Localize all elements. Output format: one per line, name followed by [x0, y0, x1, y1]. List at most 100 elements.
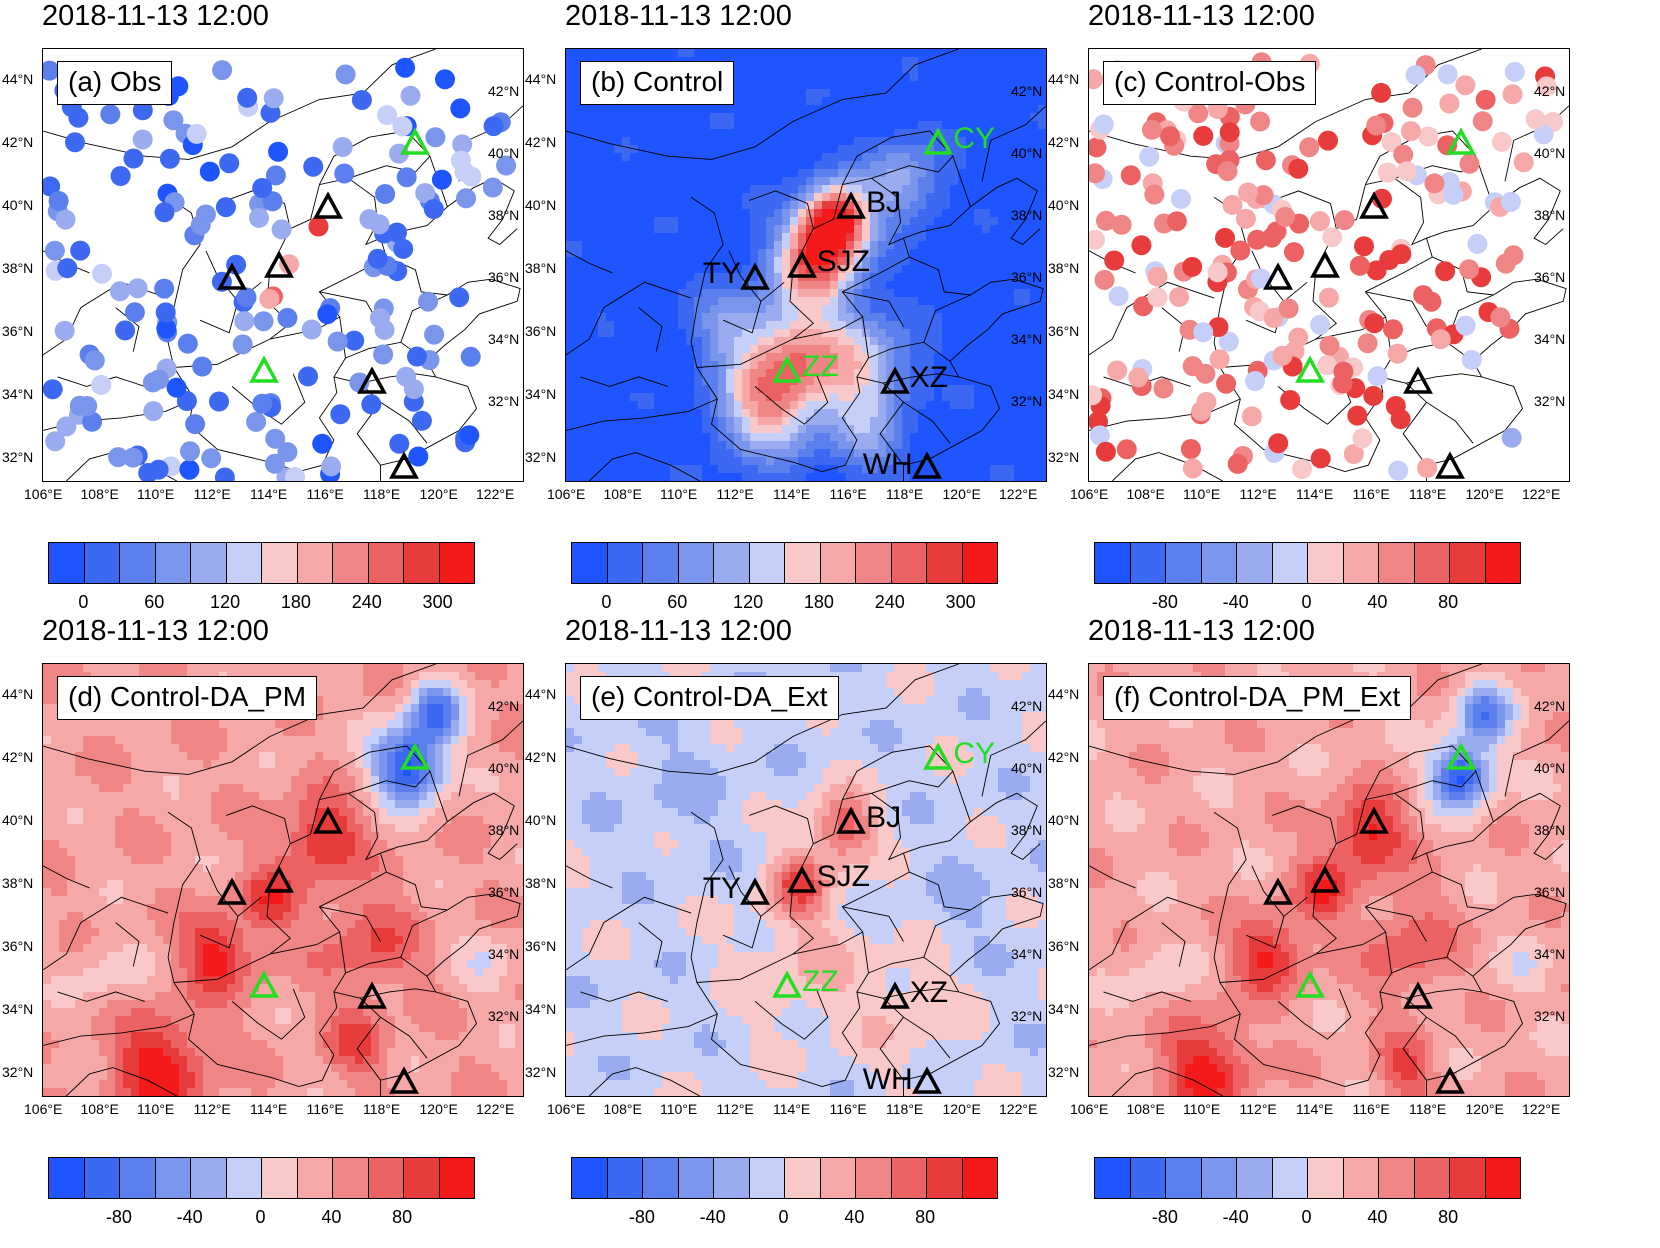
field-cell — [1022, 289, 1031, 298]
field-cell — [966, 369, 975, 378]
field-cell — [854, 281, 863, 290]
field-cell — [574, 201, 583, 210]
field-cell — [614, 225, 623, 234]
field-cell — [75, 736, 84, 745]
observation-point — [344, 330, 365, 351]
field-cell — [574, 249, 583, 258]
field-cell — [622, 49, 631, 58]
field-cell — [51, 728, 60, 737]
lon-tick-label: 120°E — [419, 486, 458, 502]
field-cell — [814, 121, 823, 130]
field-cell — [347, 760, 356, 769]
field-cell — [798, 153, 807, 162]
lat-tick-label: 42°N — [2, 133, 34, 150]
field-cell — [574, 441, 583, 450]
field-cell — [606, 49, 615, 58]
field-cell — [798, 233, 807, 242]
lon-tick-label: 106°E — [24, 486, 63, 502]
colorbar-swatch — [191, 543, 227, 583]
field-cell — [1030, 129, 1039, 138]
field-cell — [355, 712, 364, 721]
field-cell — [670, 169, 679, 178]
field-cell — [822, 337, 831, 346]
observation-point — [496, 155, 517, 176]
field-cell — [646, 393, 655, 402]
field-cell — [766, 433, 775, 442]
field-cell — [331, 664, 340, 673]
field-cell — [347, 712, 356, 721]
field-cell — [926, 385, 935, 394]
field-cell — [718, 201, 727, 210]
field-cell — [870, 457, 879, 466]
field-cell — [590, 177, 599, 186]
field-cell — [83, 720, 92, 729]
field-cell — [491, 776, 500, 785]
observation-point — [375, 184, 396, 204]
field-cell — [902, 81, 911, 90]
field-cell — [854, 65, 863, 74]
field-cell — [251, 744, 260, 753]
field-cell — [742, 105, 751, 114]
boundary-line — [696, 367, 861, 472]
field-cell — [614, 313, 623, 322]
field-cell — [718, 49, 727, 58]
field-cell — [347, 744, 356, 753]
field-cell — [662, 121, 671, 130]
field-cell — [139, 760, 148, 769]
field-cell — [774, 361, 783, 370]
observation-point — [456, 188, 476, 209]
field-cell — [990, 137, 999, 146]
field-cell — [982, 57, 991, 66]
field-cell — [195, 800, 204, 809]
field-cell — [982, 265, 991, 274]
field-cell — [894, 257, 903, 266]
field-cell — [1006, 473, 1015, 481]
field-cell — [582, 121, 591, 130]
field-cell — [854, 353, 863, 362]
field-cell — [646, 457, 655, 466]
field-cell — [774, 329, 783, 338]
field-cell — [782, 233, 791, 242]
field-cell — [163, 792, 172, 801]
field-cell — [203, 792, 212, 801]
field-cell — [566, 353, 575, 362]
field-cell — [598, 153, 607, 162]
field-cell — [910, 337, 919, 346]
observation-point — [1309, 211, 1330, 232]
field-cell — [902, 225, 911, 234]
field-cell — [830, 225, 839, 234]
field-cell — [638, 385, 647, 394]
colorbar-swatch — [785, 543, 821, 583]
field-cell — [638, 281, 647, 290]
field-cell — [894, 345, 903, 354]
field-cell — [435, 768, 444, 777]
observation-point — [400, 85, 421, 106]
field-cell — [750, 377, 759, 386]
field-cell — [75, 744, 84, 753]
field-cell — [846, 57, 855, 66]
field-cell — [574, 281, 583, 290]
observation-point — [159, 148, 180, 169]
field-cell — [566, 457, 575, 466]
observation-point — [407, 346, 427, 367]
field-cell — [750, 169, 759, 178]
field-cell — [686, 465, 695, 474]
field-cell — [606, 465, 615, 474]
field-cell — [782, 337, 791, 346]
field-cell — [51, 792, 60, 801]
field-cell — [846, 201, 855, 210]
field-cell — [630, 305, 639, 314]
field-cell — [427, 704, 436, 713]
field-cell — [1038, 433, 1046, 442]
field-cell — [710, 225, 719, 234]
field-cell — [1022, 385, 1031, 394]
field-cell — [459, 688, 468, 697]
field-cell — [766, 321, 775, 330]
field-cell — [686, 409, 695, 418]
field-cell — [582, 129, 591, 138]
triangle-icon — [217, 262, 248, 290]
field-cell — [323, 672, 332, 681]
field-cell — [1014, 89, 1023, 98]
field-cell — [878, 65, 887, 74]
field-cell — [758, 185, 767, 194]
